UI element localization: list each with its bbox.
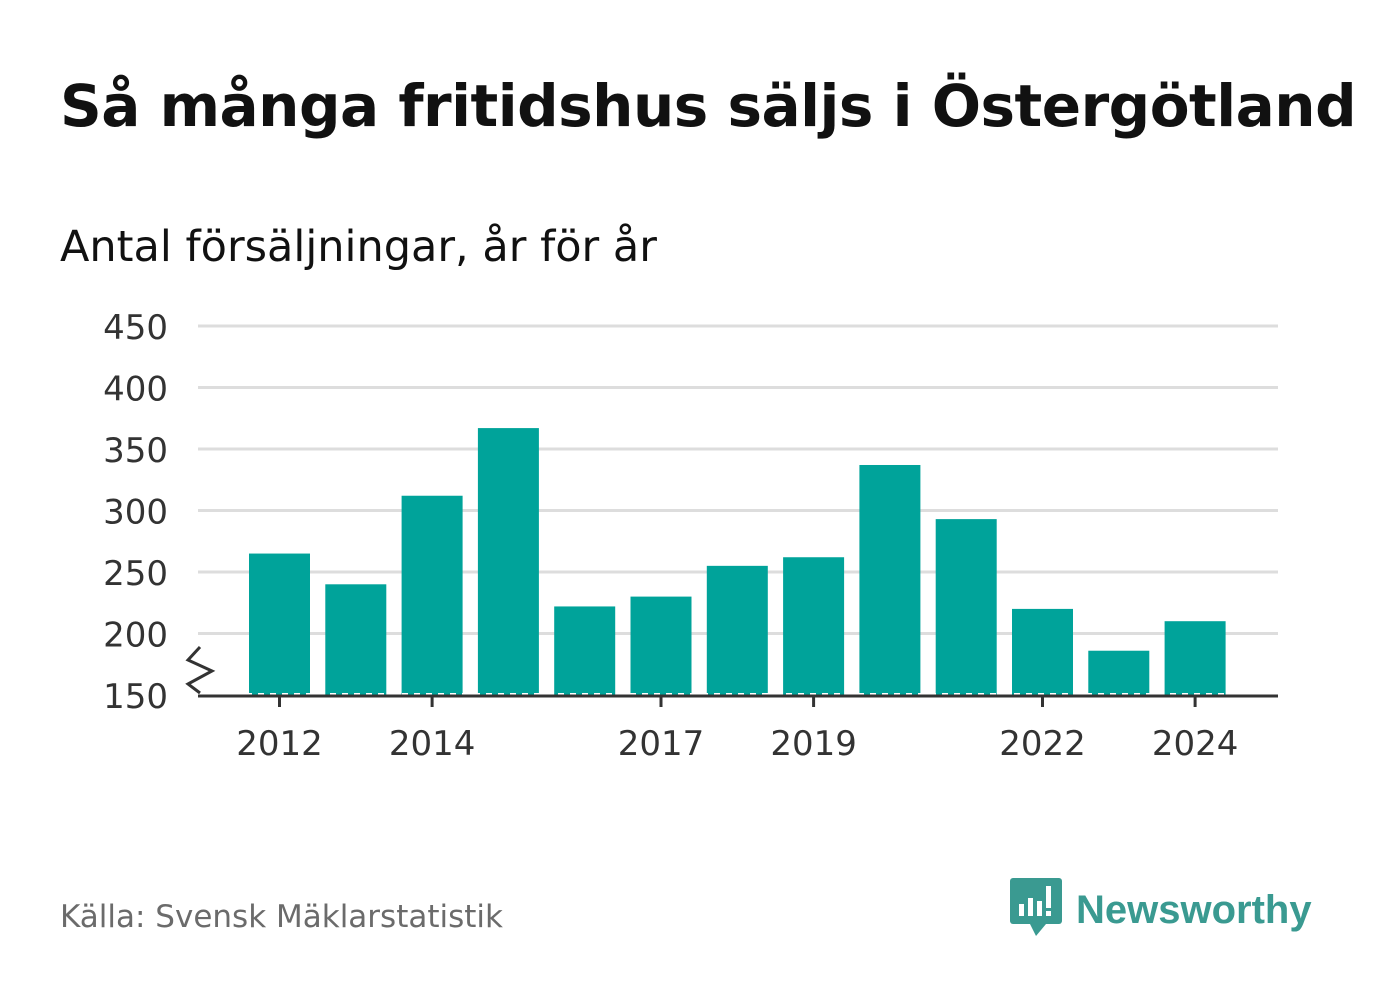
brand-logo[interactable]: Newsworthy	[1010, 878, 1312, 942]
bar-2016	[554, 606, 616, 695]
brand-name: Newsworthy	[1076, 887, 1312, 932]
bar-2018	[706, 565, 768, 695]
y-tick-label: 450	[103, 308, 168, 348]
bar-2012	[249, 553, 310, 695]
bar-2020	[859, 464, 921, 695]
axes	[185, 645, 1278, 707]
bar-2013	[325, 584, 387, 695]
y-tick-label: 150	[103, 677, 168, 717]
x-tick-label: 2012	[236, 724, 323, 764]
bar-chart-speech-icon	[1010, 878, 1062, 942]
axis-break-icon	[185, 645, 216, 695]
tick-labels: 150 200 250 300 350 400 450 2012 2014 2017 2019 202…	[103, 308, 1238, 764]
y-tick-label: 300	[103, 493, 168, 533]
y-tick-label: 350	[103, 431, 168, 471]
x-tick-label: 2014	[389, 724, 476, 764]
y-tick-label: 200	[103, 616, 168, 656]
bar-2021	[935, 519, 997, 695]
x-tick-label: 2019	[770, 724, 857, 764]
bar-2014	[401, 495, 463, 695]
x-tick-label: 2022	[999, 724, 1086, 764]
bar-2023	[1088, 650, 1150, 695]
bar-2019	[783, 557, 845, 695]
bar-2022	[1012, 608, 1073, 695]
chart-title: Så många fritidshus säljs i Östergötland	[60, 72, 1357, 140]
x-tick-label: 2024	[1152, 724, 1239, 764]
source-note: Källa: Svensk Mäklarstatistik	[60, 899, 503, 935]
x-tick-label: 2017	[618, 724, 705, 764]
chart-subtitle: Antal försäljningar, år för år	[60, 222, 657, 272]
y-tick-label: 250	[103, 554, 168, 594]
bar-2024	[1164, 621, 1226, 695]
bar-2017	[630, 596, 692, 695]
bars	[249, 428, 1226, 695]
bar-2015	[477, 428, 539, 695]
y-tick-label: 400	[103, 370, 168, 410]
